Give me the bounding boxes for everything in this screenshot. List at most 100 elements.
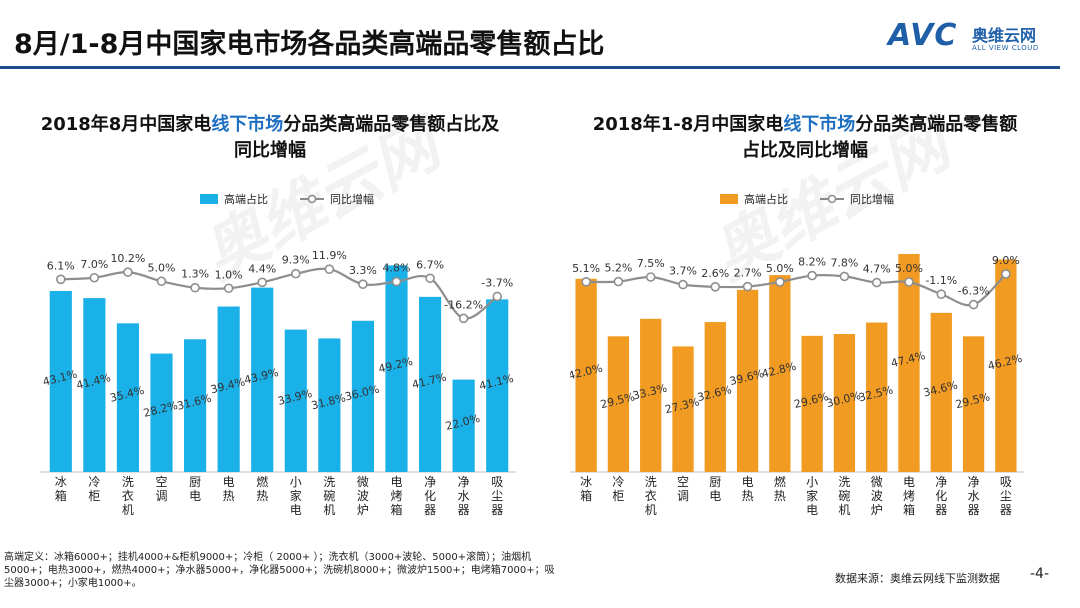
bar bbox=[898, 253, 920, 472]
bar bbox=[183, 339, 207, 472]
category-label: 空 bbox=[677, 475, 689, 489]
category-label: 微 bbox=[871, 475, 883, 489]
growth-data-label: 10.2% bbox=[110, 252, 145, 265]
category-label: 洗 bbox=[323, 475, 335, 489]
growth-data-label: 4.4% bbox=[248, 262, 276, 275]
category-label: 空 bbox=[155, 475, 167, 489]
bar bbox=[769, 275, 791, 472]
category-label: 电 bbox=[742, 475, 754, 489]
category-label: 碗 bbox=[323, 488, 335, 503]
category-label: 柜 bbox=[612, 489, 624, 503]
growth-point bbox=[425, 273, 435, 284]
bar bbox=[217, 306, 240, 472]
growth-point bbox=[458, 313, 469, 324]
growth-data-label: 3.3% bbox=[349, 264, 377, 277]
growth-point bbox=[1001, 269, 1011, 279]
bar bbox=[962, 336, 985, 472]
category-label: 小 bbox=[806, 475, 818, 489]
category-label: 箱 bbox=[55, 488, 67, 503]
growth-data-label: 5.1% bbox=[572, 262, 600, 275]
category-label: 吸 bbox=[1000, 475, 1012, 489]
category-label: 洗 bbox=[645, 475, 657, 489]
category-label: 洗 bbox=[838, 475, 850, 489]
growth-point bbox=[871, 277, 882, 288]
category-label: 衣 bbox=[122, 488, 134, 503]
legend-line-marker bbox=[307, 194, 317, 204]
chart-title-highlight: 线下市场 bbox=[783, 114, 856, 135]
logo-name-en: ALL VIEW CLOUD bbox=[972, 44, 1039, 52]
bar bbox=[318, 338, 341, 472]
data-source: 数据来源：奥维云网线下监测数据 bbox=[835, 572, 1000, 585]
growth-data-label: 5.0% bbox=[766, 262, 794, 275]
growth-point bbox=[645, 272, 656, 282]
category-label: 微 bbox=[357, 475, 369, 489]
growth-point bbox=[839, 271, 850, 282]
category-label: 电 bbox=[709, 489, 721, 503]
category-label: 电 bbox=[806, 503, 818, 517]
growth-point bbox=[358, 279, 368, 290]
growth-point bbox=[742, 281, 753, 292]
bar bbox=[251, 287, 274, 472]
growth-data-label: 7.5% bbox=[637, 257, 665, 270]
growth-data-label: 4.8% bbox=[383, 262, 411, 275]
bar bbox=[704, 322, 726, 472]
category-label: 碗 bbox=[838, 488, 850, 503]
growth-data-label: 8.2% bbox=[798, 256, 826, 269]
category-label: 器 bbox=[424, 503, 436, 517]
bar bbox=[930, 312, 952, 472]
bar bbox=[866, 322, 888, 472]
bar bbox=[351, 320, 375, 472]
growth-point bbox=[190, 282, 200, 293]
bar bbox=[640, 318, 662, 472]
growth-data-label: 6.1% bbox=[47, 259, 75, 272]
category-label: 热 bbox=[742, 489, 754, 503]
category-label: 热 bbox=[774, 489, 786, 503]
category-label: 烤 bbox=[390, 488, 402, 503]
category-label: 冰 bbox=[580, 475, 592, 489]
growth-point bbox=[89, 272, 100, 283]
bar bbox=[995, 259, 1017, 472]
category-label: 水 bbox=[968, 489, 980, 503]
growth-data-label: 5.2% bbox=[604, 262, 632, 275]
bar bbox=[83, 298, 106, 472]
growth-data-label: 11.9% bbox=[312, 249, 347, 262]
category-label: 家 bbox=[806, 488, 818, 503]
growth-point bbox=[775, 277, 785, 287]
growth-data-label: 3.7% bbox=[669, 265, 697, 278]
category-label: 厨 bbox=[709, 475, 721, 489]
growth-data-label: 1.0% bbox=[215, 268, 243, 281]
category-label: 厨 bbox=[189, 475, 201, 489]
growth-data-label: 9.3% bbox=[282, 254, 310, 267]
page-title: 8月/1-8月中国家电市场各品类高端品零售额占比 bbox=[14, 29, 605, 60]
chart-title-suffix: 分品类高端品零售额占比及同比增幅 bbox=[234, 114, 500, 161]
category-label: 净 bbox=[935, 475, 947, 489]
growth-point bbox=[223, 283, 234, 294]
growth-data-label: 7.0% bbox=[80, 258, 108, 271]
category-label: 炉 bbox=[357, 503, 369, 517]
category-label: 净 bbox=[458, 475, 470, 489]
category-label: 炉 bbox=[871, 503, 883, 517]
growth-point bbox=[156, 276, 167, 287]
category-label: 化 bbox=[935, 489, 947, 503]
category-label: 燃 bbox=[774, 474, 786, 489]
legend-bar-swatch bbox=[720, 194, 738, 204]
bar bbox=[284, 329, 307, 472]
page-number: -4- bbox=[1030, 566, 1050, 582]
category-label: 器 bbox=[1000, 503, 1012, 517]
category-label: 电 bbox=[290, 503, 302, 517]
category-label: 电 bbox=[390, 475, 402, 489]
category-label: 器 bbox=[491, 503, 503, 517]
category-label: 燃 bbox=[256, 474, 268, 489]
category-label: 烤 bbox=[903, 488, 915, 503]
category-label: 电 bbox=[189, 489, 201, 503]
growth-point bbox=[710, 282, 721, 292]
legend-line-marker bbox=[827, 194, 837, 204]
growth-data-label: 5.0% bbox=[148, 261, 176, 274]
category-label: 机 bbox=[645, 503, 657, 517]
growth-point bbox=[904, 277, 914, 287]
chart-title-prefix: 2018年1-8月中国家电 bbox=[592, 114, 784, 135]
growth-point bbox=[324, 264, 335, 274]
category-label: 机 bbox=[838, 503, 850, 517]
chart-title-left: 2018年8月中国家电线下市场分品类高端品零售额占比及同比增幅 bbox=[40, 112, 500, 164]
growth-data-label: 6.7% bbox=[416, 258, 444, 271]
